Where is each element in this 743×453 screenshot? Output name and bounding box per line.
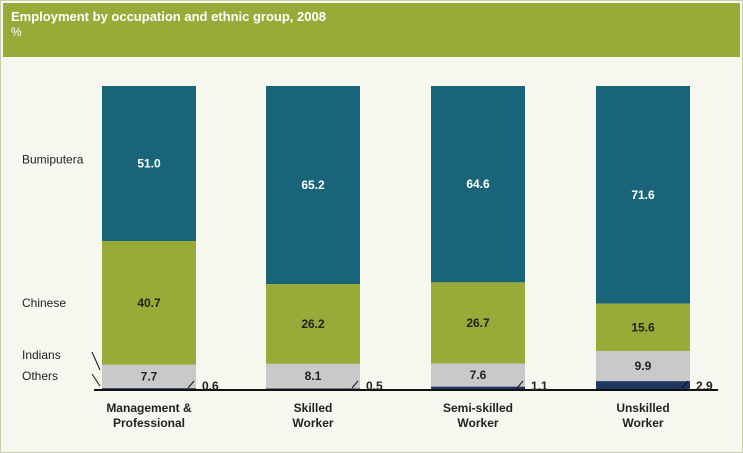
data-label-leader xyxy=(516,380,524,389)
data-label: 8.1 xyxy=(305,369,322,383)
bar-segment-indians xyxy=(596,351,690,382)
series-pointer-others xyxy=(91,373,101,387)
data-label: 0.5 xyxy=(366,379,383,393)
bar-segment-bumiputera xyxy=(266,86,360,285)
chart-header: Employment by occupation and ethnic grou… xyxy=(3,3,740,57)
data-label: 65.2 xyxy=(301,178,325,192)
data-label: 1.1 xyxy=(531,379,548,393)
data-label-leader xyxy=(187,380,195,389)
category-label: Skilled xyxy=(294,401,333,415)
bar-segment-bumiputera xyxy=(596,86,690,304)
series-label-indians: Indians xyxy=(22,348,61,362)
bar-segment-others xyxy=(596,381,690,390)
category-label: Worker xyxy=(292,416,333,430)
chart-unit: % xyxy=(11,25,22,39)
series-label-others: Others xyxy=(22,369,58,383)
data-label: 26.2 xyxy=(301,317,325,331)
data-label: 9.9 xyxy=(635,359,652,373)
data-label: 7.6 xyxy=(470,368,487,382)
bar-segment-indians xyxy=(102,364,196,389)
data-label-leader xyxy=(681,380,689,389)
category-label: Management & xyxy=(106,401,192,415)
data-label: 71.6 xyxy=(631,188,655,202)
category-label: Professional xyxy=(113,416,185,430)
bar-segment-chinese xyxy=(596,303,690,352)
bar-segment-others xyxy=(431,386,525,390)
category-label: Worker xyxy=(622,416,663,430)
bar-segment-chinese xyxy=(266,284,360,364)
bar-segment-bumiputera xyxy=(102,86,196,242)
data-label-leader xyxy=(351,380,359,389)
bar-segment-chinese xyxy=(431,282,525,364)
data-label: 51.0 xyxy=(137,157,161,171)
category-label: Semi-skilled xyxy=(443,401,513,415)
bar-segment-indians xyxy=(431,363,525,387)
data-label: 2.9 xyxy=(696,379,713,393)
category-label: Worker xyxy=(457,416,498,430)
bar-segment-chinese xyxy=(102,241,196,365)
bar-segment-bumiputera xyxy=(431,86,525,283)
data-label: 26.7 xyxy=(466,316,490,330)
bar-segment-indians xyxy=(266,363,360,389)
chart-title: Employment by occupation and ethnic grou… xyxy=(11,9,326,24)
data-label: 40.7 xyxy=(137,296,161,310)
data-label: 0.6 xyxy=(202,379,219,393)
series-label-chinese: Chinese xyxy=(22,296,66,310)
data-label: 15.6 xyxy=(631,320,655,334)
data-label: 64.6 xyxy=(466,177,490,191)
category-label: Unskilled xyxy=(616,401,669,415)
series-label-bumiputera: Bumiputera xyxy=(22,153,84,167)
data-label: 7.7 xyxy=(141,369,158,383)
series-pointer-indians xyxy=(91,351,101,371)
